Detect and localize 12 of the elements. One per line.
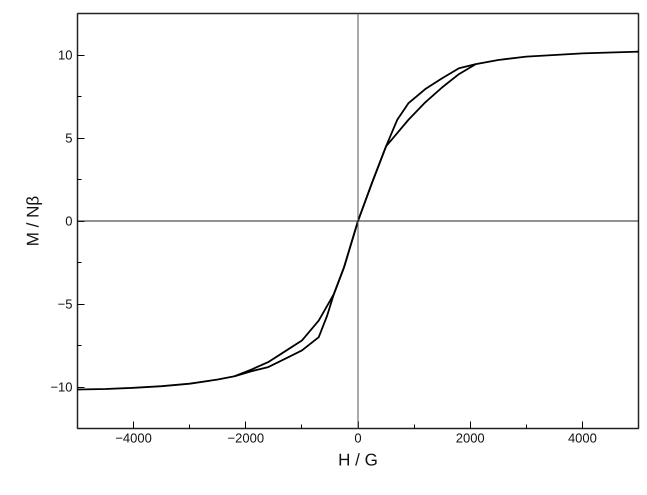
x-tick-label: 2000 (456, 430, 485, 446)
y-tick-label: −5 (58, 296, 73, 312)
x-axis-title: H / G (338, 450, 378, 470)
x-tick-label: 0 (354, 430, 362, 446)
y-tick-label: −10 (50, 380, 73, 394)
y-tick-label: 10 (58, 48, 73, 62)
y-tick-label: 0 (65, 214, 73, 228)
y-tick-label: 5 (65, 130, 73, 146)
x-tick-label: −4000 (115, 430, 152, 446)
x-tick-label: −2000 (228, 430, 264, 446)
x-tick-label: 4000 (568, 430, 597, 446)
y-axis-title: M / Nβ (23, 196, 42, 246)
